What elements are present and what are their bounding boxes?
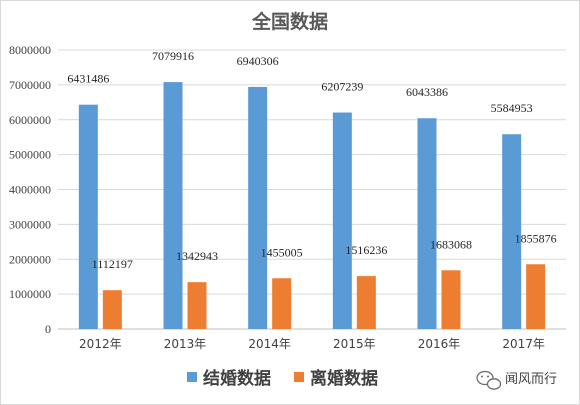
bar bbox=[441, 270, 461, 329]
legend: 结婚数据 离婚数据 bbox=[187, 368, 378, 389]
x-axis-ticks: 2012年 2013年 2014年 2015年 2016年 2017年 bbox=[79, 337, 545, 351]
data-label: 5584953 bbox=[491, 101, 533, 115]
data-label: 7079916 bbox=[152, 49, 194, 63]
data-label: 6043386 bbox=[406, 85, 448, 99]
bar bbox=[248, 86, 268, 330]
bar bbox=[332, 112, 352, 329]
data-label: 6207239 bbox=[321, 80, 363, 94]
x-tick-label: 2016年 bbox=[418, 337, 461, 351]
bar bbox=[272, 278, 292, 329]
bar bbox=[187, 282, 207, 329]
x-tick-label: 2014年 bbox=[248, 337, 291, 351]
x-tick-label: 2012年 bbox=[79, 337, 122, 351]
bar bbox=[102, 290, 122, 329]
y-axis-ticks: 0 1000000 2000000 3000000 4000000 5000000 6000… bbox=[9, 43, 51, 336]
x-tick-label: 2015年 bbox=[333, 337, 376, 351]
data-labels: 6431486 1112197 7079916 1342943 6940306 14550… bbox=[67, 49, 556, 271]
legend-label-marriage: 结婚数据 bbox=[203, 368, 271, 389]
bar bbox=[356, 276, 376, 329]
y-tick-label: 5000000 bbox=[9, 148, 51, 162]
watermark: 闻风而行 bbox=[476, 370, 557, 390]
data-label: 1112197 bbox=[92, 257, 133, 271]
y-tick-label: 6000000 bbox=[9, 113, 51, 127]
bars bbox=[78, 82, 546, 330]
y-tick-label: 2000000 bbox=[9, 252, 51, 266]
bar bbox=[78, 104, 98, 329]
bar bbox=[417, 118, 437, 330]
bar bbox=[163, 82, 183, 330]
legend-label-divorce: 离婚数据 bbox=[310, 368, 378, 389]
data-label: 1516236 bbox=[345, 243, 387, 257]
y-tick-label: 7000000 bbox=[9, 78, 51, 92]
data-label: 1683068 bbox=[430, 237, 472, 251]
y-tick-label: 4000000 bbox=[9, 183, 51, 197]
wechat-icon bbox=[476, 370, 502, 390]
bar bbox=[502, 134, 522, 329]
data-label: 1455005 bbox=[261, 245, 303, 259]
grid-layer bbox=[58, 49, 566, 330]
y-tick-label: 0 bbox=[45, 322, 51, 336]
data-label: 6431486 bbox=[67, 72, 109, 86]
y-tick-label: 3000000 bbox=[9, 217, 51, 231]
chart-title: 全国数据 bbox=[251, 10, 328, 33]
data-label: 1855876 bbox=[515, 231, 557, 245]
watermark-text: 闻风而行 bbox=[505, 372, 557, 387]
bar bbox=[526, 264, 546, 329]
y-tick-label: 8000000 bbox=[9, 43, 51, 57]
data-label: 1342943 bbox=[176, 249, 218, 263]
data-label: 6940306 bbox=[237, 54, 279, 68]
y-tick-label: 1000000 bbox=[9, 287, 51, 301]
x-tick-label: 2017年 bbox=[502, 337, 545, 351]
legend-swatch-marriage bbox=[187, 372, 197, 382]
legend-swatch-divorce bbox=[294, 372, 304, 382]
x-tick-label: 2013年 bbox=[164, 337, 207, 351]
